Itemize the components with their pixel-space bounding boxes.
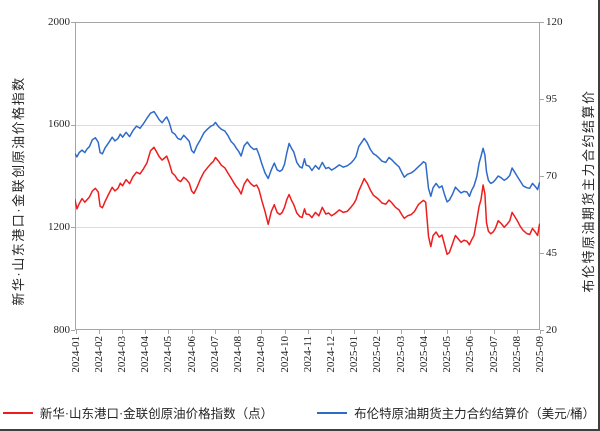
left-axis-tick-label: 2000 bbox=[48, 15, 70, 28]
x-axis-tick-label: 2024-06 bbox=[185, 336, 198, 373]
legend-item-index: 新华·山东港口·金联创原油价格指数（点） bbox=[2, 403, 274, 422]
x-axis-tick-label: 2024-04 bbox=[139, 336, 152, 373]
x-axis-tick bbox=[400, 330, 402, 334]
left-axis-tick bbox=[71, 227, 75, 229]
x-axis-tick-label: 2024-05 bbox=[162, 336, 175, 373]
x-axis-tick-label: 2024-10 bbox=[278, 336, 291, 373]
x-axis-tick bbox=[284, 330, 286, 334]
right-axis-tick bbox=[540, 99, 544, 100]
x-axis-tick bbox=[423, 330, 425, 334]
x-axis-tick-label: 2024-08 bbox=[232, 336, 245, 373]
left-axis-tick-label: 1600 bbox=[48, 118, 70, 131]
x-axis-tick-label: 2024-09 bbox=[255, 336, 268, 373]
x-axis-tick bbox=[516, 330, 518, 334]
x-axis-tick bbox=[470, 330, 472, 334]
gridline bbox=[76, 227, 539, 229]
left-axis-tick bbox=[71, 330, 75, 331]
right-axis-tick-label: 70 bbox=[546, 169, 557, 182]
plot-area bbox=[75, 22, 540, 330]
left-axis-tick-label: 800 bbox=[53, 323, 71, 336]
x-axis-tick bbox=[447, 330, 449, 334]
right-axis-tick bbox=[540, 22, 544, 23]
x-axis-tick bbox=[145, 330, 147, 334]
x-axis-tick-label: 2024-02 bbox=[92, 336, 105, 373]
right-axis-tick-label: 20 bbox=[546, 323, 557, 336]
x-axis-tick bbox=[122, 330, 123, 334]
index-series-line bbox=[75, 146, 540, 256]
x-axis-tick-label: 2025-07 bbox=[487, 336, 500, 373]
x-axis-tick-label: 2024-03 bbox=[116, 336, 128, 373]
gridline bbox=[76, 124, 539, 126]
legend-label-brent: 布伦特原油期货主力合约结算价（美元/桶） bbox=[354, 407, 596, 421]
series-plot bbox=[75, 110, 540, 256]
x-axis-tick bbox=[307, 330, 309, 334]
x-axis-tick-label: 2025-03 bbox=[394, 336, 407, 373]
x-axis-tick bbox=[540, 330, 541, 334]
x-axis-tick-label: 2025-06 bbox=[464, 336, 477, 373]
x-axis-tick-label: 2024-11 bbox=[301, 336, 314, 373]
right-axis-tick-label: 120 bbox=[546, 15, 563, 28]
x-axis-tick bbox=[75, 330, 77, 334]
left-axis-tick bbox=[71, 124, 75, 126]
legend-label-index: 新华·山东港口·金联创原油价格指数（点） bbox=[39, 407, 274, 421]
x-axis-tick bbox=[493, 330, 495, 334]
brent-series-line bbox=[75, 110, 540, 203]
x-axis-tick bbox=[261, 330, 263, 334]
x-axis-tick-label: 2025-08 bbox=[510, 336, 523, 373]
x-axis-tick-label: 2024-07 bbox=[208, 336, 221, 373]
x-axis-tick bbox=[238, 330, 240, 334]
x-axis-tick-label: 2024-01 bbox=[69, 336, 82, 373]
right-axis-tick bbox=[540, 253, 544, 254]
blue-line-swatch bbox=[317, 411, 348, 414]
right-axis-tick-label: 95 bbox=[546, 92, 557, 105]
x-axis-tick-label: 2024-12 bbox=[325, 336, 337, 373]
red-line-swatch bbox=[2, 411, 33, 414]
left-axis-tick-label: 1200 bbox=[48, 220, 70, 233]
x-axis-tick-label: 2025-05 bbox=[441, 336, 454, 373]
left-axis-title: 新华·山东港口·金联创原油价格指数 bbox=[11, 76, 26, 306]
x-axis-tick bbox=[354, 330, 356, 334]
legend-item-brent: 布伦特原油期货主力合约结算价（美元/桶） bbox=[317, 403, 595, 422]
x-axis-tick bbox=[98, 330, 100, 334]
left-axis-tick bbox=[71, 22, 75, 23]
x-axis-tick bbox=[331, 330, 332, 334]
x-axis-tick bbox=[214, 330, 216, 334]
legend: 新华·山东港口·金联创原油价格指数（点） 布伦特原油期货主力合约结算价（美元/桶… bbox=[0, 403, 598, 422]
x-axis-tick-label: 2025-09 bbox=[534, 336, 546, 373]
x-axis-tick bbox=[191, 330, 193, 334]
right-axis-tick bbox=[540, 176, 544, 177]
right-axis-tick bbox=[540, 330, 544, 331]
right-axis-tick-label: 45 bbox=[546, 246, 557, 259]
x-axis-tick bbox=[377, 330, 379, 334]
x-axis-tick-label: 2025-02 bbox=[371, 336, 384, 373]
x-axis-tick-label: 2025-04 bbox=[417, 336, 430, 373]
x-axis-tick-label: 2025-01 bbox=[348, 336, 361, 373]
right-axis-title: 布伦特原油期货主力合约结算价 bbox=[581, 89, 596, 293]
x-axis-tick bbox=[168, 330, 170, 334]
